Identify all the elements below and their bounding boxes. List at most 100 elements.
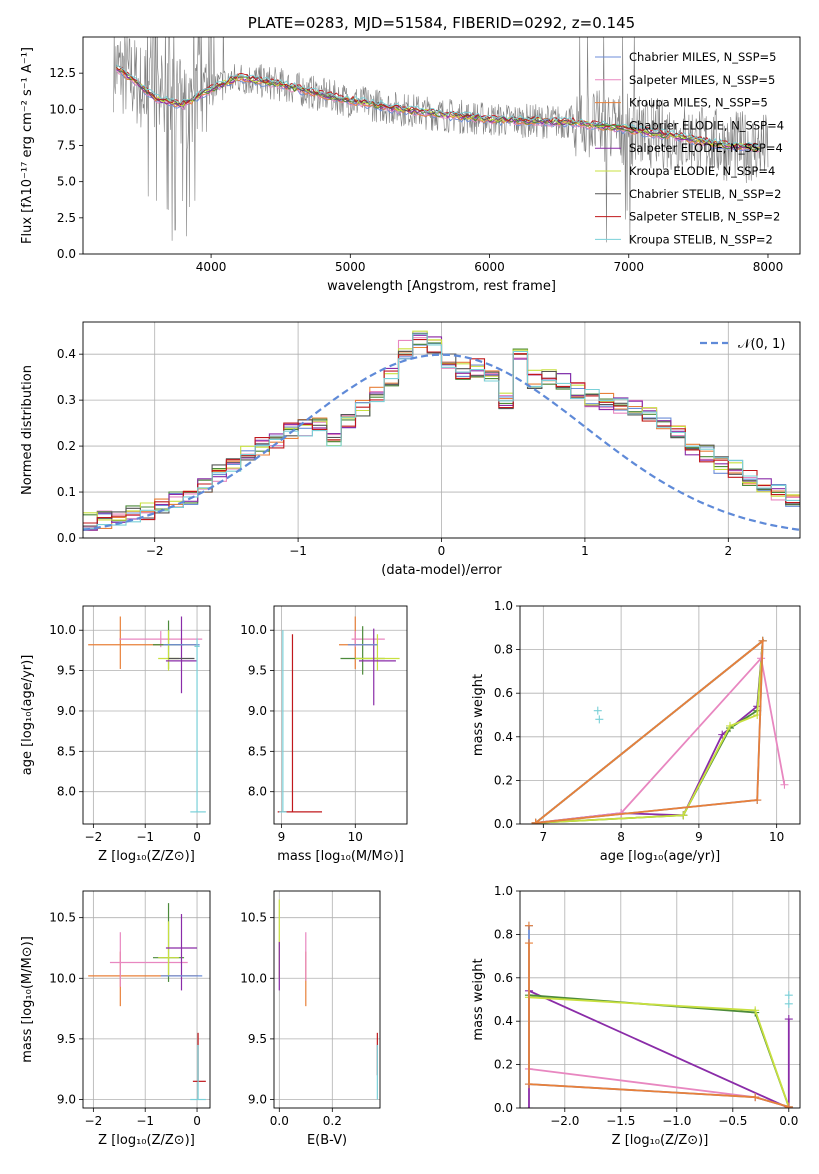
y-tick-label: 10.0 bbox=[240, 623, 267, 637]
y-axis-label: mass weight bbox=[471, 674, 486, 756]
y-tick-label: 8.0 bbox=[248, 785, 267, 799]
legend-label: Kroupa STELIB, N_SSP=2 bbox=[629, 232, 773, 246]
weight-line bbox=[528, 989, 790, 1108]
x-tick-label: −0.5 bbox=[718, 1114, 747, 1128]
y-tick-label: 0.1 bbox=[57, 485, 76, 499]
y-tick-label: 10.5 bbox=[49, 911, 76, 925]
x-tick-label: 0.0 bbox=[779, 1114, 798, 1128]
data-point bbox=[595, 715, 604, 724]
weight-line bbox=[528, 925, 790, 1108]
y-tick-label: 8.0 bbox=[57, 785, 76, 799]
y-tick-label: 9.0 bbox=[248, 704, 267, 718]
data-point bbox=[524, 939, 533, 948]
y-tick-label: 0.2 bbox=[494, 1058, 513, 1072]
y-tick-label: 0.3 bbox=[57, 393, 76, 407]
x-tick-label: 8000 bbox=[753, 260, 784, 274]
panel-spectrum: 4000 5000 6000 7000 8000 0.0 2.5 5.0 7.5 10.0 12.5… bbox=[20, 14, 801, 294]
panel-mass-vs-Z: −2 −1 0 9.0 9.5 10.0 10.5 Z [log₁₀(Z/Z⊙)] mass [… bbox=[20, 890, 211, 1148]
legend-label: Chabrier MILES, N_SSP=5 bbox=[629, 50, 776, 64]
x-tick-label: −1.5 bbox=[606, 1114, 635, 1128]
x-tick-label: 7000 bbox=[613, 260, 644, 274]
x-axis-label: Z [log₁₀(Z/Z⊙)] bbox=[98, 1133, 195, 1148]
y-tick-label: 1.0 bbox=[494, 884, 513, 898]
data-point bbox=[784, 1102, 793, 1108]
x-tick-label: 0.0 bbox=[270, 1114, 289, 1128]
y-tick-label: 10.5 bbox=[240, 911, 267, 925]
x-axis-label: wavelength [Angstrom, rest frame] bbox=[327, 279, 556, 294]
y-tick-label: 8.5 bbox=[57, 744, 76, 758]
x-tick-label: 4000 bbox=[196, 260, 227, 274]
y-tick-label: 0.0 bbox=[494, 1101, 513, 1115]
plot-area bbox=[88, 616, 206, 813]
gaussian-curve bbox=[83, 353, 800, 531]
weight-line bbox=[535, 656, 786, 824]
y-tick-label: 0.6 bbox=[494, 971, 513, 985]
axes-frame bbox=[82, 890, 211, 1109]
y-tick-label: 1.0 bbox=[494, 599, 513, 613]
y-tick-label: 9.0 bbox=[57, 704, 76, 718]
y-axis-label: mass weight bbox=[471, 958, 486, 1040]
data-point bbox=[593, 706, 602, 715]
data-point bbox=[531, 818, 540, 824]
model-line bbox=[116, 64, 760, 147]
data-point bbox=[679, 811, 688, 820]
y-tick-label: 0.0 bbox=[57, 247, 76, 261]
legend-label: Kroupa ELODIE, N_SSP=4 bbox=[629, 164, 775, 178]
plot-area bbox=[113, 37, 769, 244]
y-tick-label: 10.0 bbox=[49, 971, 76, 985]
x-tick-label: 1 bbox=[581, 544, 589, 558]
y-tick-label: 9.0 bbox=[248, 1093, 267, 1107]
y-tick-label: 10.0 bbox=[240, 971, 267, 985]
x-tick-label: −2 bbox=[146, 544, 164, 558]
legend-label: 𝒩(0, 1) bbox=[738, 337, 785, 352]
x-tick-label: 9 bbox=[695, 830, 703, 844]
y-tick-label: 0.2 bbox=[494, 773, 513, 787]
axes-frame bbox=[273, 890, 381, 1109]
y-tick-label: 0.4 bbox=[494, 730, 513, 744]
axes-frame bbox=[519, 605, 801, 825]
y-tick-label: 12.5 bbox=[49, 66, 76, 80]
y-tick-label: 9.5 bbox=[57, 1032, 76, 1046]
x-tick-label: 0 bbox=[193, 830, 201, 844]
plot-area bbox=[524, 921, 793, 1108]
x-tick-label: −1.0 bbox=[662, 1114, 691, 1128]
y-tick-label: 0.0 bbox=[494, 817, 513, 831]
x-tick-label: 2 bbox=[724, 544, 732, 558]
legend-label: Chabrier ELODIE, N_SSP=4 bbox=[629, 118, 784, 132]
axes-frame bbox=[82, 36, 801, 255]
legend-label: Chabrier STELIB, N_SSP=2 bbox=[629, 187, 781, 201]
panel-age-vs-Z: −2 −1 0 8.0 8.5 9.0 9.5 10.0 Z [log₁₀(Z/Z⊙)] age … bbox=[20, 605, 211, 864]
chart-title: PLATE=0283, MJD=51584, FIBERID=0292, z=0… bbox=[248, 14, 635, 32]
x-tick-label: −2.0 bbox=[550, 1114, 579, 1128]
y-tick-label: 5.0 bbox=[57, 175, 76, 189]
x-axis-label: age [log₁₀(age/yr)] bbox=[600, 849, 721, 864]
model-line bbox=[116, 66, 760, 151]
legend-label: Salpeter MILES, N_SSP=5 bbox=[629, 73, 775, 87]
y-tick-label: 0.0 bbox=[57, 531, 76, 545]
x-tick-label: −1 bbox=[289, 544, 307, 558]
y-tick-label: 2.5 bbox=[57, 211, 76, 225]
x-tick-label: −1 bbox=[136, 1114, 154, 1128]
y-axis-label: Normed distribution bbox=[20, 365, 35, 495]
legend-label: Kroupa MILES, N_SSP=5 bbox=[629, 96, 768, 110]
x-tick-label: −1 bbox=[136, 830, 154, 844]
x-tick-label: 0.2 bbox=[323, 1114, 342, 1128]
y-tick-label: 0.4 bbox=[494, 1014, 513, 1028]
data-point bbox=[524, 1080, 533, 1089]
data-point bbox=[751, 1093, 760, 1102]
y-tick-label: 0.8 bbox=[494, 643, 513, 657]
data-point bbox=[751, 1006, 760, 1015]
x-axis-label: (data-model)/error bbox=[381, 563, 502, 578]
plot-area bbox=[531, 636, 789, 824]
panel-weight-vs-Z: −2.0 −1.5 −1.0 −0.5 0.0 0.0 0.2 0.4 0.6 0.8 1.0 Z [… bbox=[471, 884, 801, 1148]
x-tick-label: 6000 bbox=[474, 260, 505, 274]
panel-residuals: −2 −1 0 1 2 0.0 0.1 0.2 0.3 0.4 (data-model)/error… bbox=[20, 321, 801, 578]
x-tick-label: 0 bbox=[438, 544, 446, 558]
data-point bbox=[780, 780, 789, 789]
x-axis-label: mass [log₁₀(M/M⊙)] bbox=[277, 849, 404, 864]
x-tick-label: 8 bbox=[617, 830, 625, 844]
legend-label: Salpeter ELODIE, N_SSP=4 bbox=[629, 141, 783, 155]
x-tick-label: 9 bbox=[278, 830, 286, 844]
x-axis-label: Z [log₁₀(Z/Z⊙)] bbox=[612, 1133, 709, 1148]
